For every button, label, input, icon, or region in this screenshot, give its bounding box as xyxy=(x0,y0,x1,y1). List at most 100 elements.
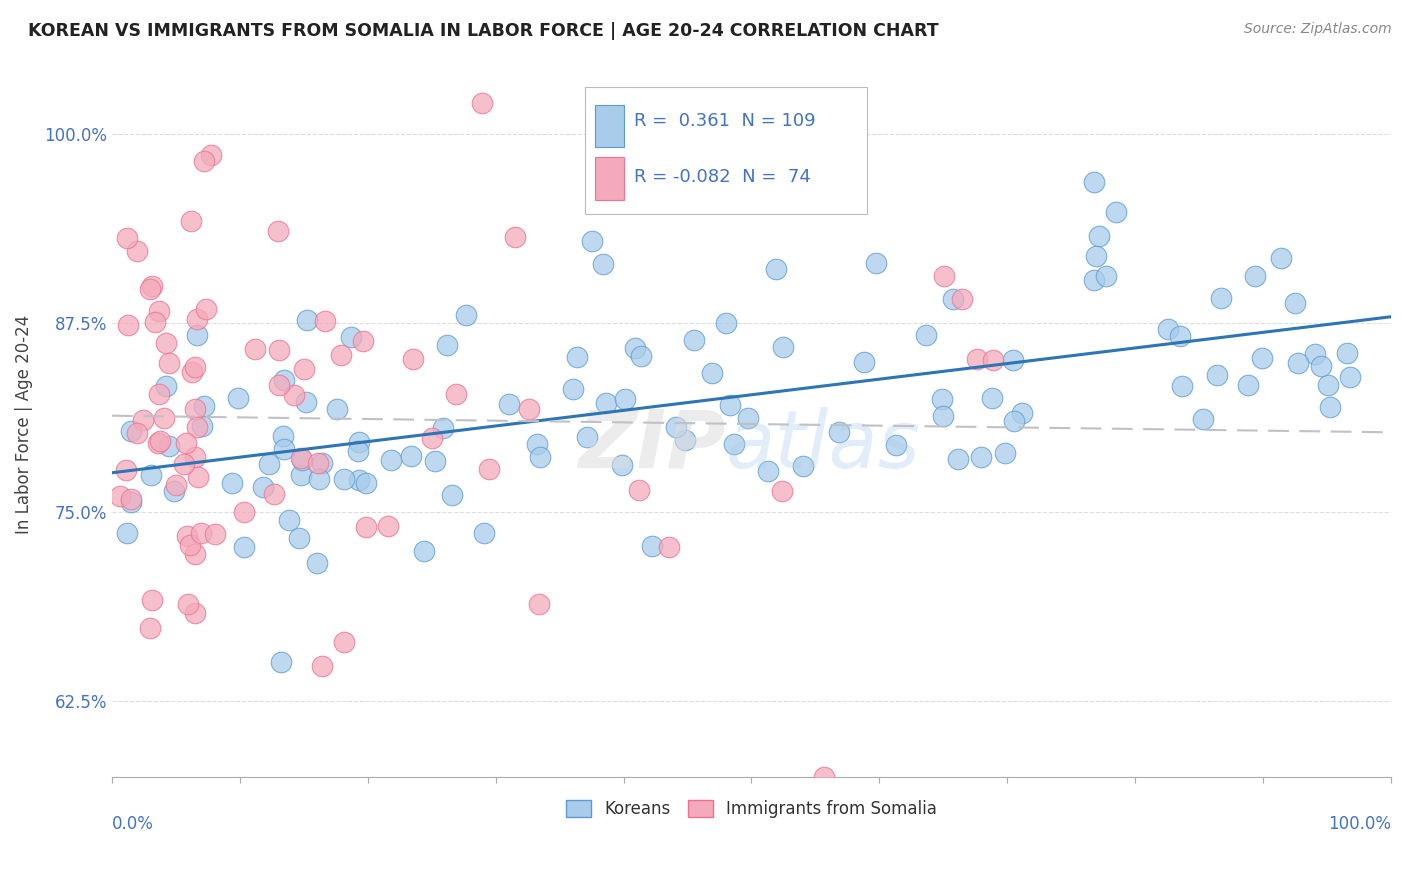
Point xyxy=(221,475,243,490)
Point xyxy=(125,425,148,440)
Point xyxy=(139,282,162,296)
Point xyxy=(259,457,281,471)
Point xyxy=(288,532,311,546)
Point xyxy=(1170,378,1192,392)
Text: Source: ZipAtlas.com: Source: ZipAtlas.com xyxy=(1244,22,1392,37)
Point xyxy=(436,338,458,352)
Point xyxy=(184,401,207,416)
Point xyxy=(291,452,314,467)
Point xyxy=(120,492,142,507)
Point xyxy=(117,231,139,245)
Point xyxy=(700,366,723,380)
Point xyxy=(932,409,955,423)
Point xyxy=(354,520,377,534)
Point xyxy=(329,348,352,362)
Point xyxy=(792,459,814,474)
Point xyxy=(932,269,955,284)
Point xyxy=(440,488,463,502)
Y-axis label: In Labor Force | Age 20-24: In Labor Force | Age 20-24 xyxy=(15,315,32,534)
Point xyxy=(263,487,285,501)
Point xyxy=(139,467,162,482)
Point xyxy=(673,433,696,447)
Point xyxy=(141,593,163,607)
Point xyxy=(149,434,172,449)
Point xyxy=(200,147,222,161)
Point xyxy=(267,343,290,357)
Point xyxy=(1284,295,1306,310)
Point xyxy=(181,365,204,379)
Point xyxy=(228,391,250,405)
Point xyxy=(758,464,780,478)
Point xyxy=(1250,351,1272,365)
Text: 100.0%: 100.0% xyxy=(1329,815,1391,833)
Point xyxy=(498,397,520,411)
Point xyxy=(159,438,181,452)
Point xyxy=(1083,273,1105,287)
Point xyxy=(273,442,295,457)
Point xyxy=(737,410,759,425)
Point xyxy=(1094,269,1116,284)
Point xyxy=(665,420,688,434)
Point xyxy=(163,484,186,499)
Point xyxy=(174,435,197,450)
Point xyxy=(852,355,875,369)
Point xyxy=(143,314,166,328)
Point xyxy=(186,311,208,326)
Point xyxy=(1211,291,1233,305)
Point xyxy=(184,359,207,374)
Point xyxy=(120,424,142,438)
Point xyxy=(399,449,422,463)
Point xyxy=(165,477,187,491)
Point xyxy=(155,335,177,350)
Point xyxy=(1088,229,1111,244)
Point xyxy=(1085,249,1108,263)
Point xyxy=(942,292,965,306)
Point xyxy=(176,598,198,612)
Point xyxy=(1336,346,1358,360)
Point xyxy=(623,342,645,356)
Point xyxy=(472,525,495,540)
Point xyxy=(347,434,370,449)
Point xyxy=(1339,369,1361,384)
Point xyxy=(613,392,636,407)
Text: atlas: atlas xyxy=(725,407,921,485)
Point xyxy=(204,526,226,541)
Point xyxy=(295,395,318,409)
Point xyxy=(682,334,704,348)
Point xyxy=(180,214,202,228)
Text: 0.0%: 0.0% xyxy=(112,815,153,833)
Point xyxy=(278,513,301,527)
Point xyxy=(141,279,163,293)
Point xyxy=(176,529,198,543)
Point xyxy=(993,445,1015,459)
Point xyxy=(630,349,652,363)
Point xyxy=(184,606,207,620)
Point xyxy=(1237,377,1260,392)
Point xyxy=(772,340,794,354)
Point xyxy=(190,419,212,434)
Point xyxy=(352,334,374,348)
Point xyxy=(311,658,333,673)
Point xyxy=(295,313,318,327)
Point xyxy=(152,411,174,425)
Point xyxy=(347,443,370,458)
Point xyxy=(269,378,291,392)
Point xyxy=(770,484,793,499)
Point xyxy=(1011,406,1033,420)
Point xyxy=(575,430,598,444)
Point xyxy=(1002,352,1025,367)
Point xyxy=(981,353,1004,368)
Point xyxy=(132,413,155,427)
Point xyxy=(193,399,215,413)
Point xyxy=(1270,251,1292,265)
Point xyxy=(478,462,501,476)
Point xyxy=(233,541,256,555)
FancyBboxPatch shape xyxy=(596,104,624,147)
Point xyxy=(110,489,132,503)
Point xyxy=(1319,400,1341,414)
Point xyxy=(658,540,681,554)
Point xyxy=(980,392,1002,406)
Point xyxy=(290,468,312,483)
Point xyxy=(503,230,526,244)
FancyBboxPatch shape xyxy=(585,87,866,214)
